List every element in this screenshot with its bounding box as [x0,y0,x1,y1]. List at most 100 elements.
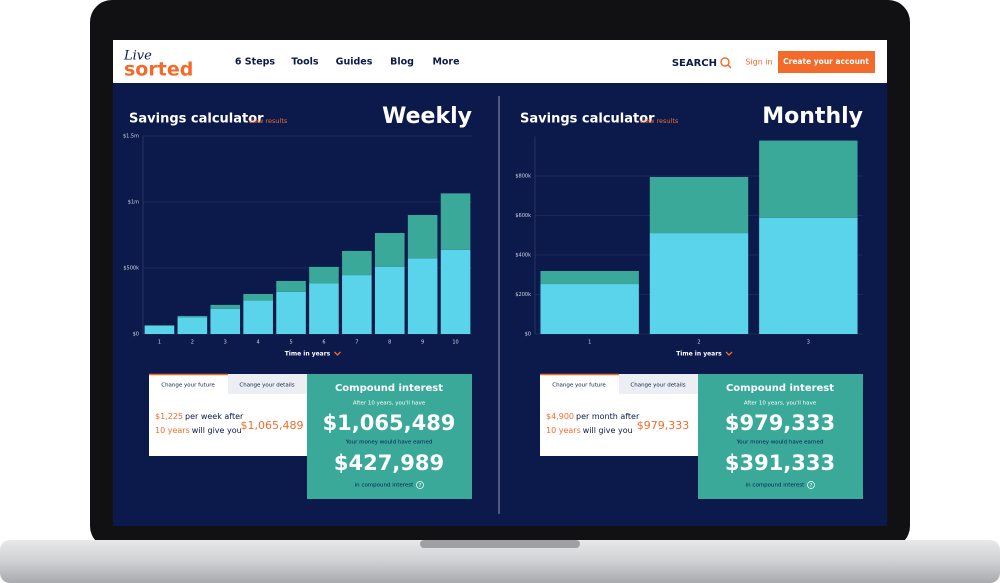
nav-link[interactable]: Tools [291,57,319,68]
nav-bar [113,40,887,83]
nav-link[interactable]: 6 Steps [235,57,276,68]
bar [759,140,858,218]
tab[interactable]: Change your details [630,383,685,389]
bar [649,233,749,334]
chevron[interactable] [334,351,341,356]
summary-amount: $4,900 [546,412,574,421]
summary-line: 10 years will give you [546,426,633,435]
tab[interactable]: Change your future [552,383,606,389]
summary-years: 10 years [546,426,581,435]
nav-link[interactable]: Guides [336,57,373,68]
help-icon[interactable] [416,481,424,489]
tab-inactive [619,374,698,394]
bar [243,294,273,301]
laptop-base [0,540,1000,583]
bar [243,300,273,334]
help-icon[interactable] [807,481,815,489]
bar [210,304,241,309]
result-label: Your money would have earned [736,440,824,446]
nav-link[interactable]: Blog [390,57,414,68]
bar [649,176,749,234]
summary-text: will give you [192,426,242,435]
summary-total: $979,333 [637,419,690,432]
tab[interactable]: Change your details [239,383,294,389]
x-axis-label: Time in years [676,351,722,358]
bar [540,284,639,334]
bar [407,214,438,259]
view-results[interactable]: View results [639,117,679,125]
x-axis-label: Time in years [285,351,331,358]
result-total: $979,333 [725,411,835,435]
view-results[interactable]: View results [248,117,288,125]
result-title: Compound interest [726,383,834,394]
bar [374,233,405,267]
result-subtitle: After 10 years, you'll have [353,401,426,407]
result-card [698,374,863,499]
bar [276,291,306,334]
y-tick-label: $1.5m [123,134,139,140]
panel-title: Savings calculator [129,112,264,127]
result-subtitle: After 10 years, you'll have [744,401,817,407]
bar [759,217,858,334]
period: Weekly [382,104,472,129]
bar [342,250,372,276]
summary-total: $1,065,489 [241,419,304,432]
y-tick-label: $0 [525,332,531,338]
tab-inactive [228,374,307,394]
x-tick-label: 5 [289,340,292,346]
result-label: Your money would have earned [345,440,433,446]
y-tick-label: $600k [515,213,531,219]
bar [440,193,471,250]
summary-line: 10 years will give you [155,426,242,435]
help-icon[interactable]: ? [810,483,813,489]
bar [210,308,241,334]
y-tick-label: $200k [515,292,531,298]
result-title: Compound interest [335,383,443,394]
x-tick-label: 3 [807,340,810,346]
search-icon[interactable] [727,64,732,69]
y-tick-label: $500k [123,266,139,272]
y-tick-label: $400k [515,253,531,259]
cta-button[interactable] [778,51,875,73]
chevron[interactable] [725,351,733,356]
x-tick-label: 2 [697,340,700,346]
bar [309,283,339,334]
nav-link[interactable]: More [432,57,459,68]
bar [540,270,639,285]
search-icon[interactable] [720,57,730,67]
y-tick-label: $0 [133,332,139,338]
summary-text: per week after [185,412,244,421]
bar [144,325,175,334]
tab[interactable]: Change your future [161,383,215,389]
x-tick-label: 8 [388,340,391,346]
result-label: in compound interest [355,483,415,489]
result-total: $1,065,489 [323,411,456,435]
y-tick-label: $1m [128,200,139,206]
x-tick-label: 1 [588,340,591,346]
summary-text: will give you [583,426,633,435]
panel-title: Savings calculator [520,112,655,127]
search[interactable]: SEARCH [672,58,717,69]
bar [407,258,438,334]
period: Monthly [762,104,863,129]
help-icon[interactable]: ? [419,483,422,489]
summary-amount: $1,225 [155,412,183,421]
cta-label[interactable]: Create your account [783,57,869,66]
x-tick-label: 6 [322,340,325,346]
x-tick-label: 3 [224,340,227,346]
x-tick-label: 7 [355,340,358,346]
sign-in[interactable]: Sign in [745,58,772,67]
x-tick-label: 2 [191,340,194,346]
logo-top: Live [123,49,152,64]
bar [342,275,372,334]
summary-text: per month after [576,412,640,421]
notch [420,540,580,548]
bar [276,280,306,292]
summary-line: $1,225 per week after [155,412,244,421]
nav-links: 6 Steps Tools Guides Blog More [235,57,460,68]
x-tick-label: 1 [158,340,161,346]
x-tick-label: 10 [452,340,458,346]
x-tick-label: 9 [421,340,424,346]
bar [177,317,208,334]
